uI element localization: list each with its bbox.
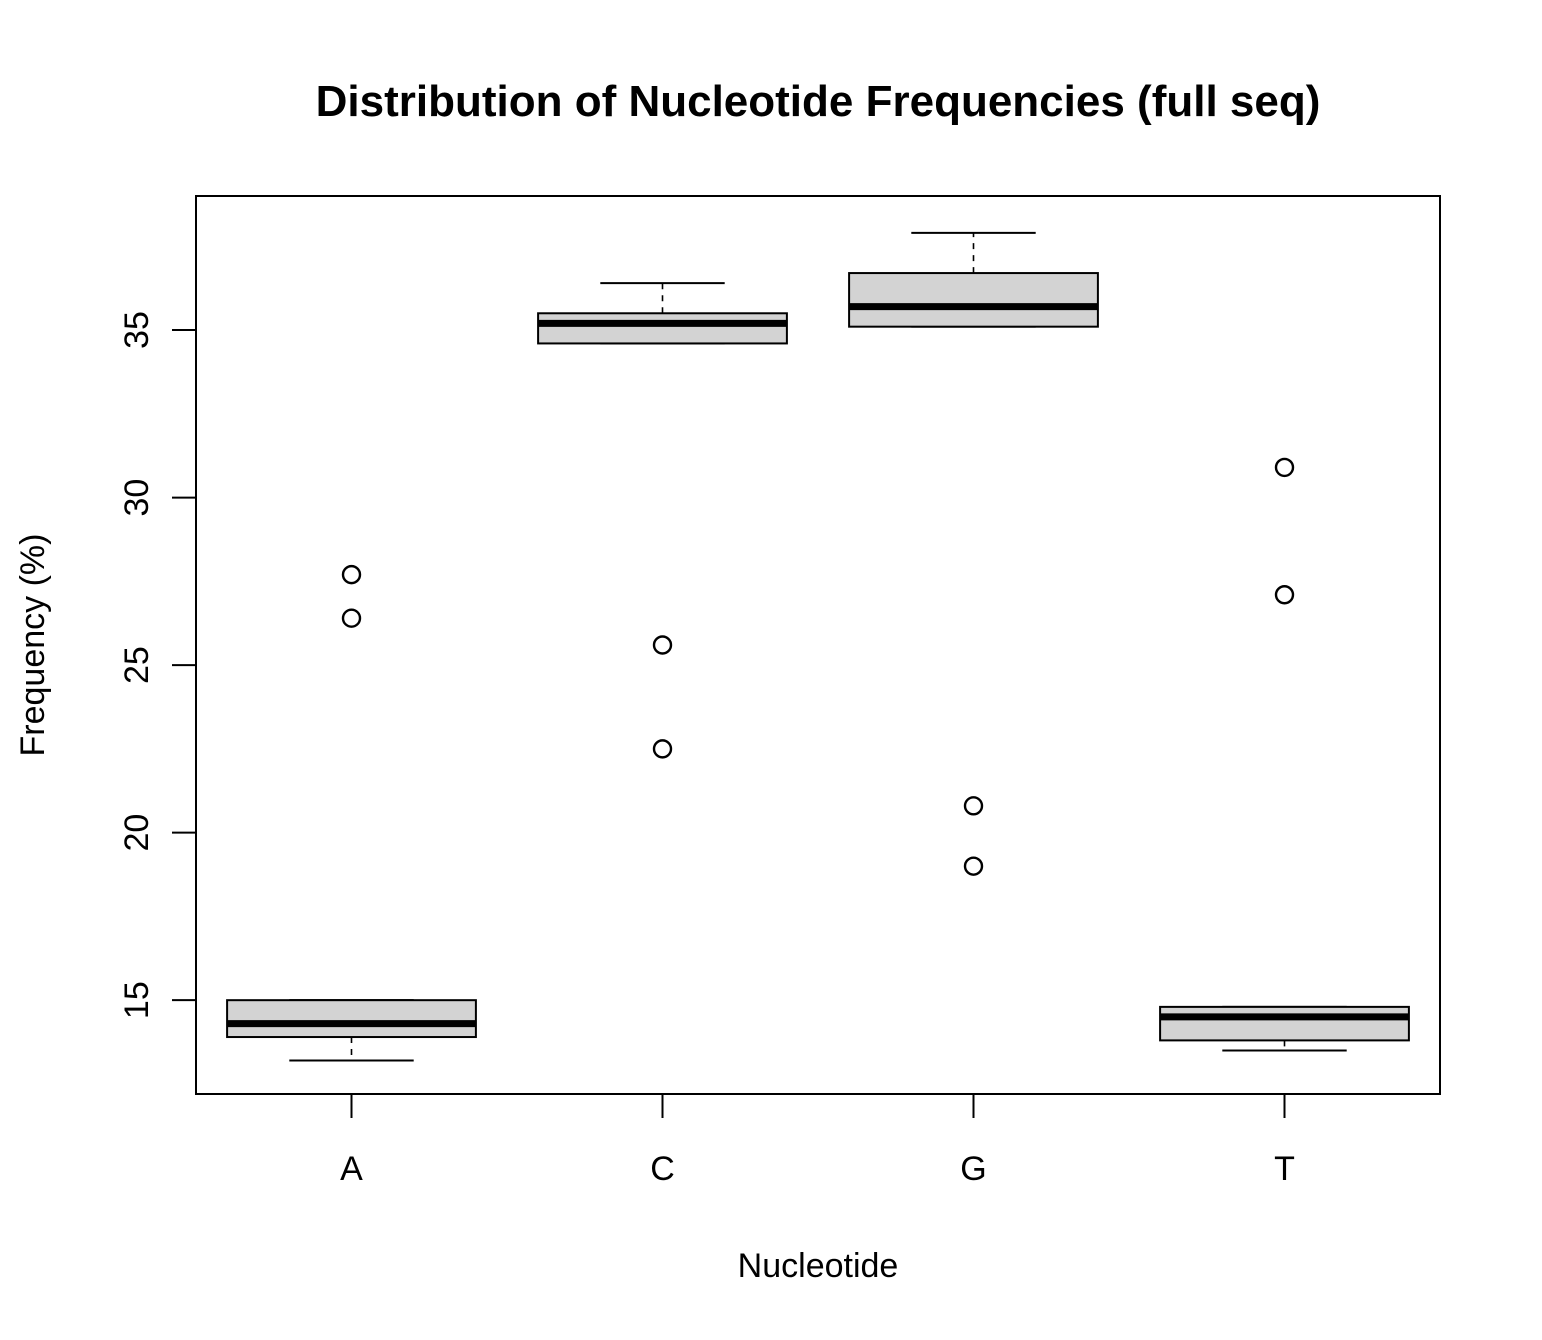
box-C	[537, 312, 788, 345]
box-A	[226, 999, 477, 1039]
outlier-point	[341, 564, 362, 585]
chart-title: Distribution of Nucleotide Frequencies (…	[316, 77, 1321, 126]
box-G	[848, 272, 1099, 328]
x-tick-label: G	[960, 1150, 986, 1188]
outlier-point	[652, 635, 673, 655]
x-axis-label: Nucleotide	[738, 1247, 899, 1285]
y-tick-label: 20	[118, 814, 156, 852]
x-tick-label: A	[340, 1150, 363, 1188]
y-tick-label: 35	[118, 311, 156, 349]
box-T	[1159, 1005, 1410, 1042]
y-tick-label: 15	[118, 981, 156, 1019]
outlier-point	[652, 739, 673, 759]
outlier-point	[963, 796, 984, 816]
x-tick-label: C	[650, 1150, 675, 1188]
outlier-point	[1274, 457, 1295, 478]
box-group	[226, 231, 1410, 1062]
y-axis-label: Frequency (%)	[14, 534, 52, 757]
y-axis: 15 20 25 30 35	[118, 311, 196, 1019]
x-tick-label: T	[1274, 1150, 1295, 1188]
outlier-point	[963, 856, 984, 876]
plot-frame	[195, 195, 1441, 1095]
outlier-point	[1274, 585, 1295, 605]
y-tick-label: 25	[118, 646, 156, 684]
outlier-point	[341, 608, 362, 628]
y-tick-label: 30	[118, 479, 156, 517]
